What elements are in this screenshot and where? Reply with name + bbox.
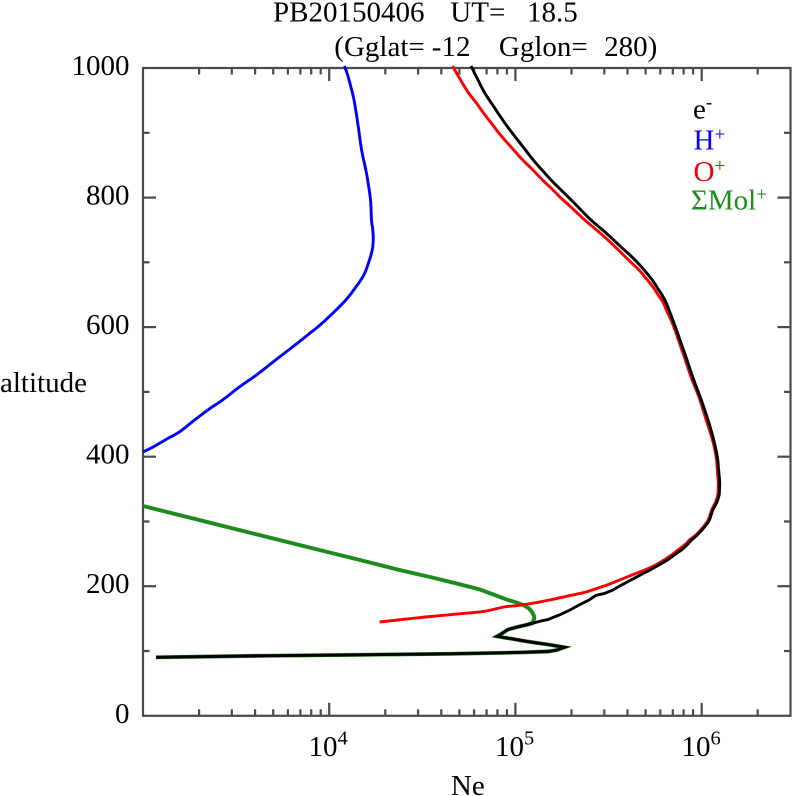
svg-text:400: 400 bbox=[86, 439, 130, 471]
svg-text:(Gglat=: (Gglat= bbox=[334, 31, 424, 63]
svg-text:Gglon=: Gglon= bbox=[499, 31, 588, 63]
svg-text:1000: 1000 bbox=[72, 50, 130, 82]
svg-text:280): 280) bbox=[604, 31, 657, 63]
svg-text:UT=: UT= bbox=[450, 0, 505, 29]
svg-text:ΣMol+: ΣMol+ bbox=[691, 185, 767, 217]
svg-text:Ne: Ne bbox=[451, 770, 485, 796]
svg-text:200: 200 bbox=[86, 568, 130, 600]
svg-text:0: 0 bbox=[115, 698, 130, 730]
svg-text:800: 800 bbox=[86, 180, 130, 212]
svg-text:altitude: altitude bbox=[0, 367, 87, 399]
svg-text:18.5: 18.5 bbox=[527, 0, 578, 29]
svg-text:-12: -12 bbox=[432, 31, 471, 63]
svg-text:PB20150406: PB20150406 bbox=[273, 0, 424, 29]
svg-text:600: 600 bbox=[86, 309, 130, 341]
